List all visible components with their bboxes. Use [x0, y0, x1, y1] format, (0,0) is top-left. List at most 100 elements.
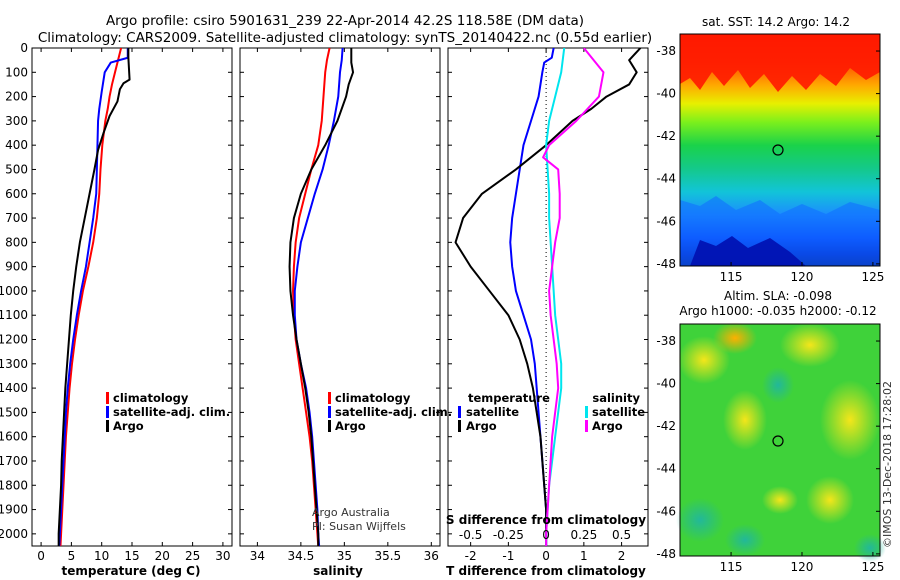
salinity-legend: climatology satellite-adj. clim. Argo — [328, 391, 452, 433]
temperature-tick-marks: 0 5 10 15 20 25 30 — [32, 47, 232, 563]
depth-tick-label: 1000 — [0, 284, 28, 298]
s-difference-tick-labels: -0.5 -0.25 0 0.25 0.5 — [459, 528, 631, 542]
lat-tick-label: -42 — [656, 419, 676, 433]
x-tick-label: 0 — [542, 549, 550, 563]
lat-tick-label: -38 — [656, 44, 676, 58]
depth-tick-label: 1500 — [0, 405, 28, 419]
depth-tick-label: 1300 — [0, 357, 28, 371]
lon-tick-label: 125 — [861, 560, 884, 574]
lat-tick-label: -46 — [656, 504, 676, 518]
legend-argo: Argo — [335, 419, 366, 433]
s-diff-tick-label: -0.5 — [459, 528, 482, 542]
depth-tick-label: 1700 — [0, 454, 28, 468]
legend-s-satellite: satellite — [592, 405, 645, 419]
lon-tick-label: 120 — [791, 560, 814, 574]
temperature-xlabel: temperature (deg C) — [62, 564, 201, 578]
legend-swatch-argo — [328, 420, 331, 432]
figure-title-line1: Argo profile: csiro 5901631_239 22-Apr-2… — [106, 13, 584, 29]
temperature-series — [57, 48, 131, 546]
s-difference-xlabel: S difference from climatology — [446, 513, 646, 527]
lat-tick-label: -42 — [656, 129, 676, 143]
credit-line1: Argo Australia — [312, 506, 390, 519]
x-tick-label: 35.5 — [374, 549, 401, 563]
depth-tick-label: 900 — [5, 260, 28, 274]
x-tick-label: 10 — [94, 549, 109, 563]
s-diff-tick-label: 0.25 — [570, 528, 597, 542]
temperature-legend: climatology satellite-adj. clim. Argo — [106, 391, 230, 433]
x-tick-label: 20 — [155, 549, 170, 563]
series-line-argo — [57, 48, 131, 546]
sla-map-frame — [679, 323, 881, 557]
x-tick-label: 5 — [68, 549, 76, 563]
legend-argo: Argo — [113, 419, 144, 433]
series-line-satellite-adj-clim- — [58, 48, 129, 546]
lat-tick-label: -38 — [656, 334, 676, 348]
lon-tick-label: 125 — [861, 270, 884, 284]
x-tick-label: -1 — [502, 549, 514, 563]
depth-tick-labels: 0 100 200 300 400 500 600 700 800 900 1000 1100 1200… — [0, 41, 28, 541]
x-tick-label: -2 — [465, 549, 477, 563]
salinity-series — [288, 48, 355, 546]
sla-map-title-line2: Argo h1000: -0.035 h2000: -0.12 — [679, 304, 876, 318]
sst-map: sat. SST: 14.2 Argo: 14.2 115 120 125 -38 -4… — [656, 15, 884, 284]
s-diff-tick-label: 0 — [542, 528, 550, 542]
legend-swatch-satellite — [328, 406, 331, 418]
x-tick-label: 0 — [37, 549, 45, 563]
x-tick-label: 2 — [618, 549, 626, 563]
x-tick-label: 1 — [580, 549, 588, 563]
legend-swatch-t-argo — [458, 420, 461, 432]
lat-tick-label: -48 — [656, 547, 676, 561]
x-tick-label: 15 — [124, 549, 139, 563]
difference-tick-marks: -2 -1 0 1 2 — [448, 47, 648, 563]
depth-tick-label: 200 — [5, 90, 28, 104]
legend-salinity-heading: salinity — [592, 391, 640, 405]
sst-map-frame — [679, 33, 881, 267]
legend-swatch-satellite — [106, 406, 109, 418]
depth-tick-label: 2000 — [0, 527, 28, 541]
legend-swatch-s-argo — [585, 420, 588, 432]
x-tick-label: 34 — [250, 549, 265, 563]
depth-tick-label: 600 — [5, 187, 28, 201]
series-line-climatology — [292, 48, 331, 546]
x-tick-label: 35 — [337, 549, 352, 563]
series-line-s-argo — [542, 48, 605, 546]
legend-swatch-argo — [106, 420, 109, 432]
lon-tick-label: 120 — [791, 270, 814, 284]
depth-tick-label: 400 — [5, 138, 28, 152]
legend-climatology: climatology — [335, 391, 411, 405]
depth-tick-label: 1400 — [0, 381, 28, 395]
lat-tick-label: -48 — [656, 257, 676, 271]
depth-tick-label: 300 — [5, 114, 28, 128]
lon-tick-label: 115 — [720, 270, 743, 284]
sst-argo-location-marker — [772, 144, 784, 156]
sst-map-tick-labels: 115 120 125 -38 -40 -42 -44 -46 -48 — [656, 44, 884, 284]
legend-s-argo: Argo — [592, 419, 623, 433]
sla-field-features — [676, 322, 886, 562]
depth-tick-label: 800 — [5, 235, 28, 249]
depth-tick-label: 1900 — [0, 503, 28, 517]
lat-tick-label: -40 — [656, 377, 676, 391]
depth-tick-label: 1800 — [0, 478, 28, 492]
legend-climatology: climatology — [113, 391, 189, 405]
legend-swatch-s-satellite — [585, 406, 588, 418]
s-diff-tick-label: 0.5 — [612, 528, 631, 542]
legend-swatch-climatology — [328, 392, 331, 404]
depth-tick-label: 700 — [5, 211, 28, 225]
lon-tick-label: 115 — [720, 560, 743, 574]
series-line-t-argo — [454, 48, 642, 546]
legend-swatch-climatology — [106, 392, 109, 404]
series-line-climatology — [59, 48, 123, 546]
sla-map-title-line1: Altim. SLA: -0.098 — [724, 289, 832, 303]
difference-series — [454, 48, 642, 546]
depth-tick-label: 1600 — [0, 430, 28, 444]
series-line-argo — [288, 48, 355, 546]
x-tick-label: 34.5 — [288, 549, 315, 563]
lat-tick-label: -44 — [656, 172, 676, 186]
difference-plot-frame — [447, 47, 649, 547]
sla-map: Altim. SLA: -0.098 Argo h1000: -0.035 h2… — [656, 289, 886, 574]
difference-legend: temperature salinity satellite Argo sate… — [458, 391, 645, 433]
s-diff-tick-label: -0.25 — [493, 528, 524, 542]
salinity-panel: 34 34.5 35 35.5 36 salinity climatology sate… — [239, 47, 452, 578]
lat-tick-label: -46 — [656, 214, 676, 228]
